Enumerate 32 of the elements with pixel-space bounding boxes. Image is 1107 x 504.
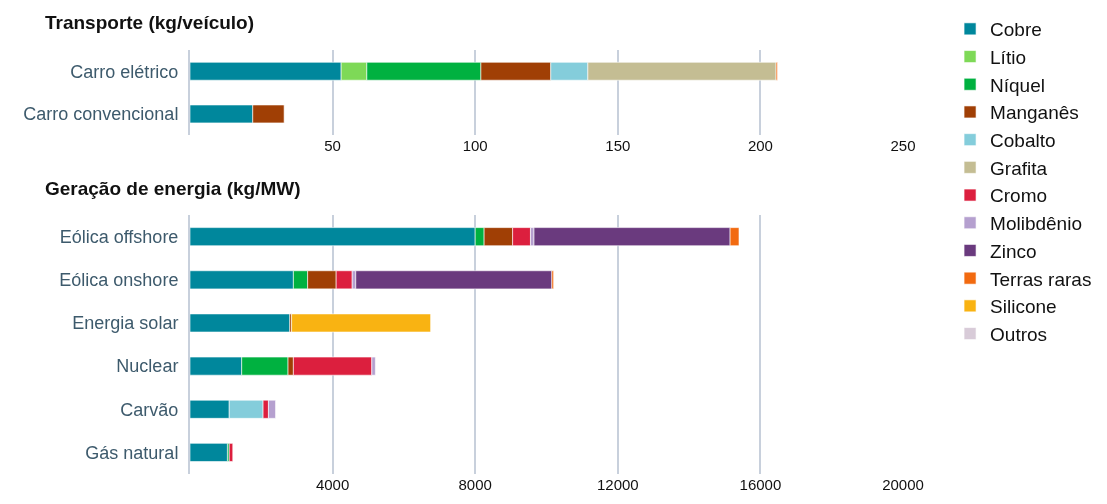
legend-label: Silicone [990,296,1057,318]
x-tick-label: 150 [605,137,631,155]
x-tick-label: 100 [462,137,488,155]
x-tick-label: 8000 [458,476,492,493]
y-tick-label: Eólica onshore [59,270,179,291]
x-tick-label: 12000 [596,476,639,493]
y-tick-label: Carvão [120,399,179,420]
y-tick-label: Nuclear [116,356,179,377]
y-tick-label: Eólica offshore [59,226,179,247]
legend-label: Cromo [990,185,1048,207]
legend-label: Manganês [990,102,1079,124]
x-tick-label: 20000 [882,476,924,493]
legend-label: Níquel [990,74,1045,96]
y-tick-label: Carro convencional [23,104,179,125]
chart-title: Geração de energia (kg/MW) [45,178,301,199]
x-tick-label: 4000 [315,476,350,493]
legend-label: Terras raras [990,268,1092,290]
legend-label: Cobalto [990,130,1056,152]
chart-title: Transporte (kg/veículo) [45,12,255,33]
x-tick-label: 200 [747,137,773,155]
legend-label: Molibdênio [990,213,1082,235]
legend-label: Cobre [990,19,1042,41]
y-tick-label: Carro elétrico [70,61,179,82]
x-tick-label: 250 [890,137,916,155]
y-tick-label: Gás natural [85,442,179,463]
x-tick-label: 16000 [739,476,782,493]
legend-label: Grafita [990,157,1048,179]
legend-label: Outros [990,323,1048,345]
legend-label: Zinco [990,240,1037,262]
x-tick-label: 50 [324,137,341,155]
legend-label: Lítio [990,46,1026,68]
y-tick-label: Energia solar [72,313,179,334]
